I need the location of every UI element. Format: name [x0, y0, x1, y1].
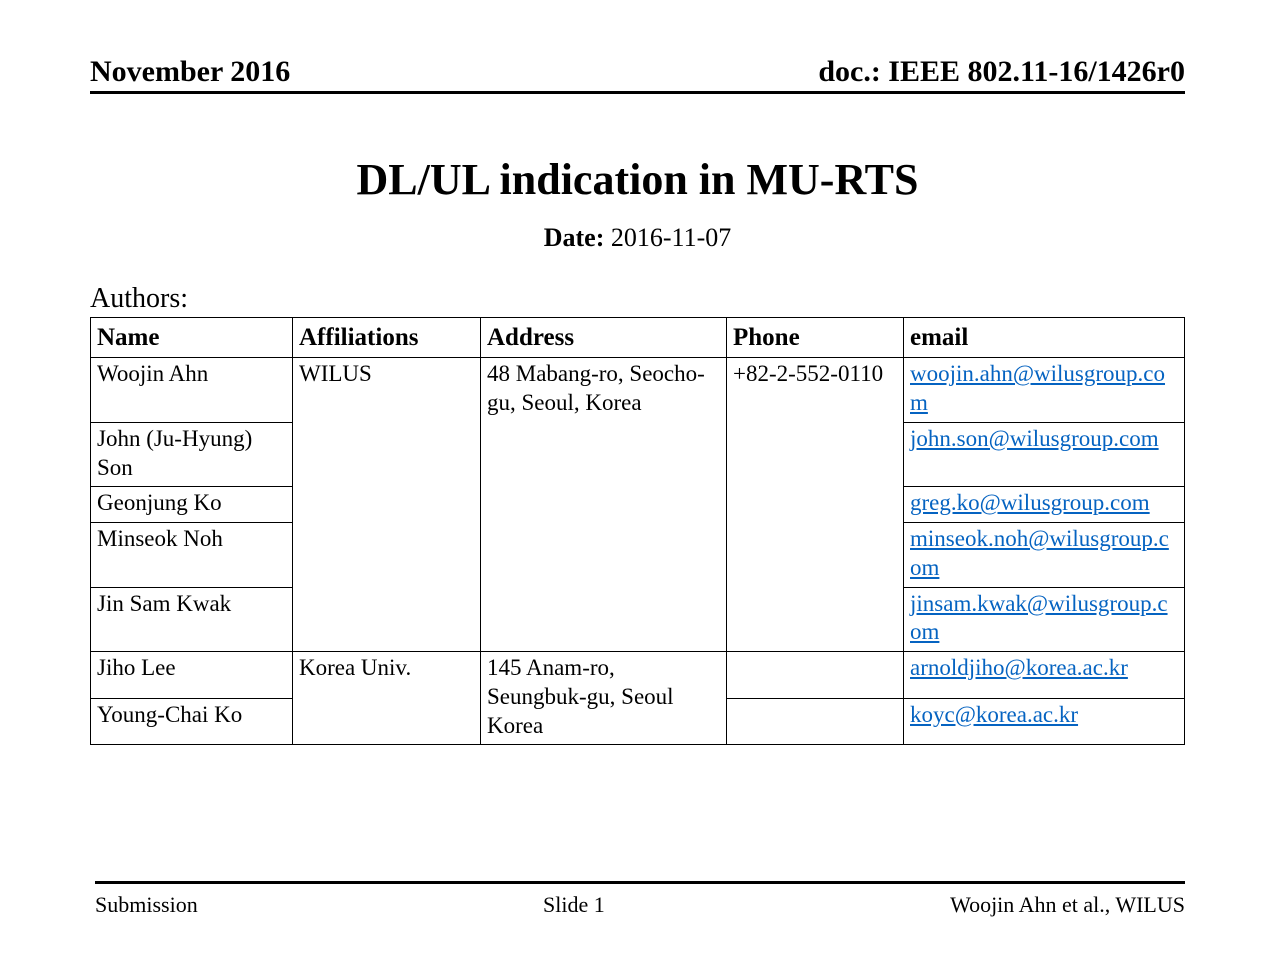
header-date: November 2016 — [90, 55, 290, 89]
author-name: Minseok Noh — [91, 523, 293, 588]
author-email-cell: woojin.ahn@wilusgroup.com — [904, 358, 1185, 423]
email-link[interactable]: greg.ko@wilusgroup.com — [910, 490, 1150, 515]
slide-page: November 2016 doc.: IEEE 802.11-16/1426r… — [0, 0, 1280, 960]
author-name: John (Ju-Hyung) Son — [91, 422, 293, 487]
table-header-row: Name Affiliations Address Phone email — [91, 318, 1185, 358]
author-name: Geonjung Ko — [91, 487, 293, 523]
footer-left: Submission — [95, 892, 198, 918]
author-email-cell: greg.ko@wilusgroup.com — [904, 487, 1185, 523]
email-link[interactable]: john.son@wilusgroup.com — [910, 426, 1159, 451]
col-header-address: Address — [481, 318, 727, 358]
author-email-cell: arnoldjiho@korea.ac.kr — [904, 652, 1185, 699]
col-header-affiliations: Affiliations — [293, 318, 481, 358]
author-name: Young-Chai Ko — [91, 698, 293, 745]
footer: Submission Slide 1 Woojin Ahn et al., WI… — [95, 881, 1185, 918]
author-email-cell: minseok.noh@wilusgroup.com — [904, 523, 1185, 588]
footer-rule — [95, 881, 1185, 884]
author-affiliation: WILUS — [293, 358, 481, 652]
date-line: Date: 2016-11-07 — [90, 223, 1185, 253]
author-affiliation: Korea Univ. — [293, 652, 481, 745]
footer-center: Slide 1 — [543, 892, 605, 918]
author-email-cell: john.son@wilusgroup.com — [904, 422, 1185, 487]
authors-label: Authors: — [90, 283, 1185, 315]
author-address: 48 Mabang-ro, Seocho-gu, Seoul, Korea — [481, 358, 727, 652]
author-email-cell: koyc@korea.ac.kr — [904, 698, 1185, 745]
header-doc-id: doc.: IEEE 802.11-16/1426r0 — [818, 55, 1185, 89]
date-value: 2016-11-07 — [611, 223, 731, 252]
col-header-name: Name — [91, 318, 293, 358]
author-name: Woojin Ahn — [91, 358, 293, 423]
email-link[interactable]: minseok.noh@wilusgroup.com — [910, 526, 1169, 580]
author-phone — [727, 652, 904, 699]
page-title: DL/UL indication in MU-RTS — [90, 154, 1185, 205]
email-link[interactable]: jinsam.kwak@wilusgroup.com — [910, 591, 1168, 645]
date-label: Date: — [544, 223, 605, 252]
col-header-email: email — [904, 318, 1185, 358]
author-email-cell: jinsam.kwak@wilusgroup.com — [904, 587, 1185, 652]
author-phone: +82-2-552-0110 — [727, 358, 904, 652]
table-row: Woojin Ahn WILUS 48 Mabang-ro, Seocho-gu… — [91, 358, 1185, 423]
author-name: Jiho Lee — [91, 652, 293, 699]
header: November 2016 doc.: IEEE 802.11-16/1426r… — [90, 55, 1185, 94]
author-address: 145 Anam-ro, Seungbuk-gu, Seoul Korea — [481, 652, 727, 745]
footer-right: Woojin Ahn et al., WILUS — [950, 892, 1185, 918]
col-header-phone: Phone — [727, 318, 904, 358]
author-phone — [727, 698, 904, 745]
author-name: Jin Sam Kwak — [91, 587, 293, 652]
email-link[interactable]: woojin.ahn@wilusgroup.com — [910, 361, 1165, 415]
footer-row: Submission Slide 1 Woojin Ahn et al., WI… — [95, 892, 1185, 918]
email-link[interactable]: koyc@korea.ac.kr — [910, 702, 1078, 727]
email-link[interactable]: arnoldjiho@korea.ac.kr — [910, 655, 1128, 680]
table-row: Jiho Lee Korea Univ. 145 Anam-ro, Seungb… — [91, 652, 1185, 699]
authors-table: Name Affiliations Address Phone email Wo… — [90, 317, 1185, 745]
